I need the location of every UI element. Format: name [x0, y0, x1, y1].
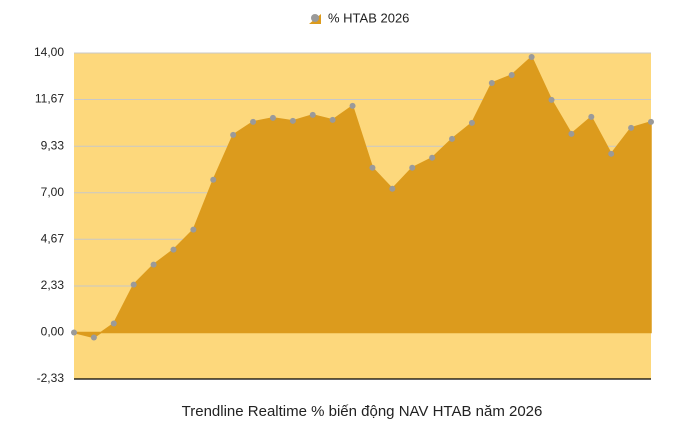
- point: [449, 135, 456, 142]
- point: [210, 176, 217, 183]
- point: [508, 71, 515, 78]
- point: [170, 246, 177, 253]
- point: [190, 226, 197, 233]
- point: [468, 119, 475, 126]
- point: [150, 261, 157, 268]
- y-tick-label: 11,67: [35, 92, 64, 106]
- point: [349, 102, 356, 109]
- y-tick-label: 14,00: [34, 45, 64, 59]
- y-tick-label: 4,67: [41, 231, 65, 245]
- point: [71, 329, 77, 336]
- chart-title: Trendline Realtime % biến động NAV HTAB …: [182, 403, 543, 420]
- point: [648, 118, 654, 125]
- y-tick-label: 7,00: [41, 185, 65, 199]
- y-tick-label: 0,00: [41, 325, 65, 339]
- point: [488, 79, 495, 86]
- point: [130, 281, 137, 288]
- point: [568, 130, 575, 137]
- point: [90, 334, 97, 341]
- point: [309, 111, 316, 118]
- point: [389, 185, 396, 192]
- point: [369, 164, 376, 171]
- point: [230, 131, 237, 138]
- point: [409, 164, 416, 171]
- point: [289, 117, 296, 124]
- point: [429, 154, 436, 161]
- legend-marker: [311, 14, 319, 22]
- point: [588, 113, 595, 120]
- point: [628, 124, 635, 131]
- point: [608, 150, 615, 157]
- point: [548, 96, 555, 103]
- y-tick-label: -2,33: [37, 371, 65, 385]
- legend-label: % HTAB 2026: [328, 10, 409, 25]
- y-tick-label: 9,33: [41, 138, 65, 152]
- y-tick-label: 2,33: [41, 278, 65, 292]
- area: [73, 55, 652, 339]
- point: [269, 114, 276, 121]
- point: [528, 53, 535, 60]
- point: [250, 118, 257, 125]
- point: [110, 320, 117, 327]
- point: [329, 116, 336, 123]
